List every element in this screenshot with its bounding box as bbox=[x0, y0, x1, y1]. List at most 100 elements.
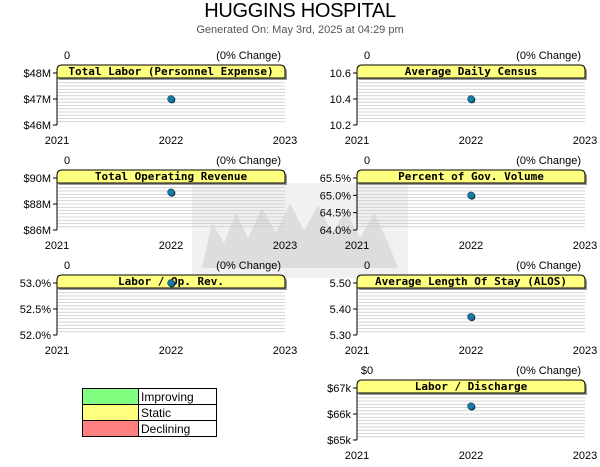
chart-2-change-note: (0% Change) bbox=[516, 50, 581, 62]
chart-5-x-tick-label: 2021 bbox=[45, 345, 69, 357]
chart-1-left-note: 0 bbox=[64, 50, 70, 62]
legend-row-declining: Declining bbox=[82, 420, 217, 437]
report-title: HUGGINS HOSPITAL bbox=[204, 0, 396, 22]
status-legend: Improving Static Declining bbox=[82, 388, 217, 437]
chart-5-data-point bbox=[167, 279, 175, 287]
chart-2-y-tick-label: 10.4 bbox=[330, 94, 351, 106]
chart-1-data-point bbox=[167, 95, 175, 103]
chart-4-y-tick-label: 64.0% bbox=[320, 225, 351, 237]
chart-4-y-tick-label: 65.5% bbox=[320, 173, 351, 185]
chart-6-left-note: 0 bbox=[364, 260, 370, 272]
chart-panel-2: 0 (0% Change) 10.2 10.4 10.6 2021 2022 2023 Aver… bbox=[300, 47, 600, 152]
chart-1-y-tick-label: $46M bbox=[23, 120, 51, 132]
chart-4-title-tab bbox=[356, 169, 586, 184]
chart-panel-3: 0 (0% Change) $86M $88M $90M 2021 2022 2023 Tota… bbox=[0, 152, 300, 257]
chart-panel-1: 0 (0% Change) $46M $47M $48M 2021 2022 2023 Tota… bbox=[0, 47, 300, 152]
chart-3-title-tab bbox=[56, 169, 286, 184]
chart-3-x-tick-label: 2021 bbox=[45, 240, 69, 252]
chart-6-x-tick-label: 2023 bbox=[573, 345, 597, 357]
chart-7-y-tick-label: $65k bbox=[327, 435, 351, 447]
legend-swatch-improving bbox=[82, 388, 139, 405]
chart-6-title-tab bbox=[356, 274, 586, 289]
chart-3-x-tick-label: 2022 bbox=[159, 240, 183, 252]
legend-label-declining: Declining bbox=[138, 420, 217, 437]
chart-3-x-tick-label: 2023 bbox=[273, 240, 297, 252]
chart-panel-4: 0 (0% Change) 64.0% 64.5% 65.0% 65.5% 2021 2022… bbox=[300, 152, 600, 257]
chart-1-y-tick-label: $48M bbox=[23, 68, 51, 80]
legend-swatch-declining bbox=[82, 420, 139, 437]
chart-7-y-tick-label: $67k bbox=[327, 383, 351, 395]
chart-3-y-tick-label: $88M bbox=[23, 199, 51, 211]
chart-2-y-tick-label: 10.6 bbox=[330, 68, 351, 80]
chart-4-y-tick-label: 64.5% bbox=[320, 208, 351, 220]
chart-5-y-tick-label: 52.0% bbox=[20, 330, 51, 342]
chart-1-x-tick-label: 2023 bbox=[273, 135, 297, 147]
chart-3-data-point bbox=[167, 188, 175, 196]
chart-2-y-tick-label: 10.2 bbox=[330, 120, 351, 132]
chart-svg-2: 0 (0% Change) 10.2 10.4 10.6 2021 2022 2023 Aver… bbox=[330, 50, 598, 147]
chart-2-left-note: 0 bbox=[364, 50, 370, 62]
chart-svg-5: 0 (0% Change)52.0%52.5%53.0%2021 2022 2023L… bbox=[20, 260, 297, 357]
chart-4-x-tick-label: 2022 bbox=[459, 240, 483, 252]
chart-4-left-note: 0 bbox=[364, 155, 370, 167]
chart-svg-3: 0 (0% Change) $86M $88M $90M 2021 2022 2023 Tota… bbox=[23, 155, 297, 252]
chart-svg-4: 0 (0% Change) 64.0% 64.5% 65.0% 65.5% 2021 2022… bbox=[320, 155, 597, 252]
chart-7-x-tick-label: 2023 bbox=[573, 450, 597, 462]
chart-6-data-point bbox=[467, 313, 475, 321]
chart-7-change-note: (0% Change) bbox=[516, 365, 581, 377]
chart-4-y-tick-label: 65.0% bbox=[320, 190, 351, 202]
chart-5-change-note: (0% Change) bbox=[216, 260, 281, 272]
chart-6-title: Average Length Of Stay (ALOS) bbox=[375, 275, 567, 288]
chart-svg-6: 0 (0% Change) 5.30 5.40 5.50 2021 2022 2023 Aver… bbox=[330, 260, 598, 357]
chart-4-change-note: (0% Change) bbox=[516, 155, 581, 167]
legend-row-improving: Improving bbox=[82, 388, 217, 405]
chart-6-y-tick-label: 5.40 bbox=[330, 304, 351, 316]
chart-1-x-tick-label: 2022 bbox=[159, 135, 183, 147]
chart-svg-7: $0 (0% Change) $65k $66k $67k 2021 2022 2023 Lab… bbox=[327, 365, 597, 462]
chart-5-x-tick-label: 2023 bbox=[273, 345, 297, 357]
chart-panel-7: $0 (0% Change) $65k $66k $67k 2021 2022 2023 Lab… bbox=[300, 362, 600, 467]
chart-7-title-tab bbox=[356, 379, 586, 394]
chart-5-y-tick-label: 53.0% bbox=[20, 278, 51, 290]
chart-5-x-tick-label: 2022 bbox=[159, 345, 183, 357]
chart-1-change-note: (0% Change) bbox=[216, 50, 281, 62]
chart-3-change-note: (0% Change) bbox=[216, 155, 281, 167]
chart-2-x-tick-label: 2022 bbox=[459, 135, 483, 147]
chart-3-left-note: 0 bbox=[64, 155, 70, 167]
chart-2-title-tab bbox=[356, 64, 586, 79]
chart-svg-1: 0 (0% Change) $46M $47M $48M 2021 2022 2023 Tota… bbox=[23, 50, 297, 147]
chart-3-y-tick-label: $86M bbox=[23, 225, 51, 237]
chart-4-data-point bbox=[467, 191, 475, 200]
chart-5-left-note: 0 bbox=[64, 260, 70, 272]
chart-6-y-tick-label: 5.50 bbox=[330, 278, 351, 290]
legend-label-improving: Improving bbox=[138, 388, 217, 405]
chart-6-x-tick-label: 2022 bbox=[459, 345, 483, 357]
chart-7-title: Labor / Discharge bbox=[415, 380, 528, 393]
chart-3-title: Total Operating Revenue bbox=[95, 170, 248, 183]
chart-1-title-tab bbox=[56, 64, 286, 79]
chart-6-x-tick-label: 2021 bbox=[345, 345, 369, 357]
chart-7-data-point bbox=[467, 402, 475, 410]
chart-4-x-tick-label: 2021 bbox=[345, 240, 369, 252]
chart-6-change-note: (0% Change) bbox=[516, 260, 581, 272]
chart-2-x-tick-label: 2023 bbox=[573, 135, 597, 147]
chart-6-y-tick-label: 5.30 bbox=[330, 330, 351, 342]
chart-1-y-tick-label: $47M bbox=[23, 94, 51, 106]
chart-2-title: Average Daily Census bbox=[405, 65, 537, 78]
chart-7-y-tick-label: $66k bbox=[327, 409, 351, 421]
report-subtitle: Generated On: May 3rd, 2025 at 04:29 pm bbox=[196, 24, 404, 36]
chart-7-left-note: $0 bbox=[361, 365, 373, 377]
chart-1-x-tick-label: 2021 bbox=[45, 135, 69, 147]
chart-7-x-tick-label: 2021 bbox=[345, 450, 369, 462]
chart-1-title: Total Labor (Personnel Expense) bbox=[68, 65, 273, 78]
chart-2-data-point bbox=[467, 95, 475, 103]
chart-5-y-tick-label: 52.5% bbox=[20, 304, 51, 316]
chart-panel-5: 0 (0% Change) 52.0% 52.5% 53.0% 2021 2022 2023 L… bbox=[0, 257, 300, 362]
legend-row-static: Static bbox=[82, 404, 217, 421]
legend-swatch-static bbox=[82, 404, 139, 421]
legend-label-static: Static bbox=[138, 404, 217, 421]
chart-panel-6: 0 (0% Change) 5.30 5.40 5.50 2021 2022 2023 Aver… bbox=[300, 257, 600, 362]
chart-4-title: Percent of Gov. Volume bbox=[398, 170, 544, 183]
chart-3-y-tick-label: $90M bbox=[23, 173, 51, 185]
watermark-logo bbox=[192, 183, 408, 278]
